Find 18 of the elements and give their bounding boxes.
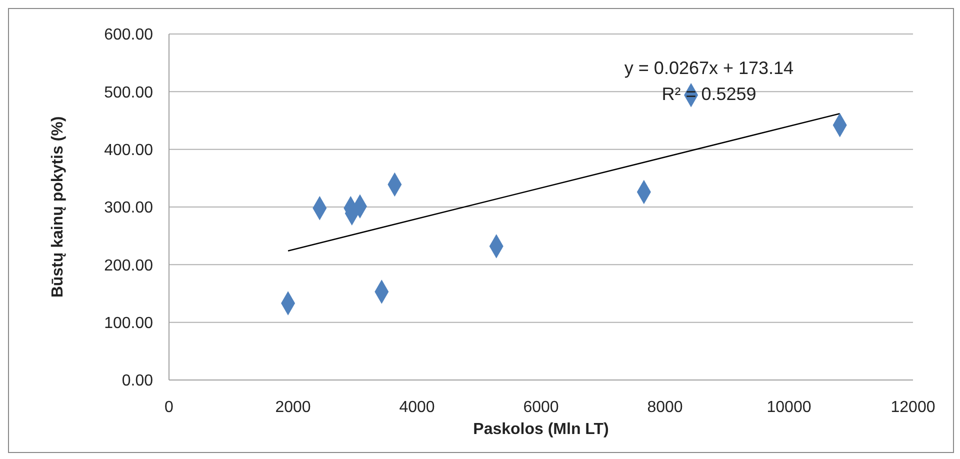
x-tick-label: 6000 — [523, 399, 559, 416]
y-axis-title: Būstų kainų pokytis (%) — [50, 116, 67, 298]
x-tick-label: 4000 — [399, 399, 435, 416]
x-tick-label: 12000 — [890, 399, 936, 416]
y-tick-label: 0.00 — [122, 372, 154, 390]
x-tick-label: 2000 — [275, 399, 311, 416]
y-tick-label: 600.00 — [104, 26, 154, 44]
y-tick-label: 100.00 — [104, 315, 154, 332]
y-tick-label: 200.00 — [104, 257, 154, 274]
y-tick-label: 300.00 — [104, 200, 154, 217]
annotation: R² = 0.5259 — [660, 83, 758, 106]
y-tick-label: 500.00 — [104, 84, 154, 102]
x-tick-label: 8000 — [647, 399, 683, 416]
y-tick-label: 400.00 — [104, 142, 154, 160]
x-tick-label: 0 — [164, 399, 174, 416]
annotation: y = 0.0267x + 173.14 — [623, 57, 795, 80]
x-tick-label: 10000 — [766, 399, 812, 416]
x-axis-title: Paskolos (Mln LT) — [473, 421, 609, 438]
